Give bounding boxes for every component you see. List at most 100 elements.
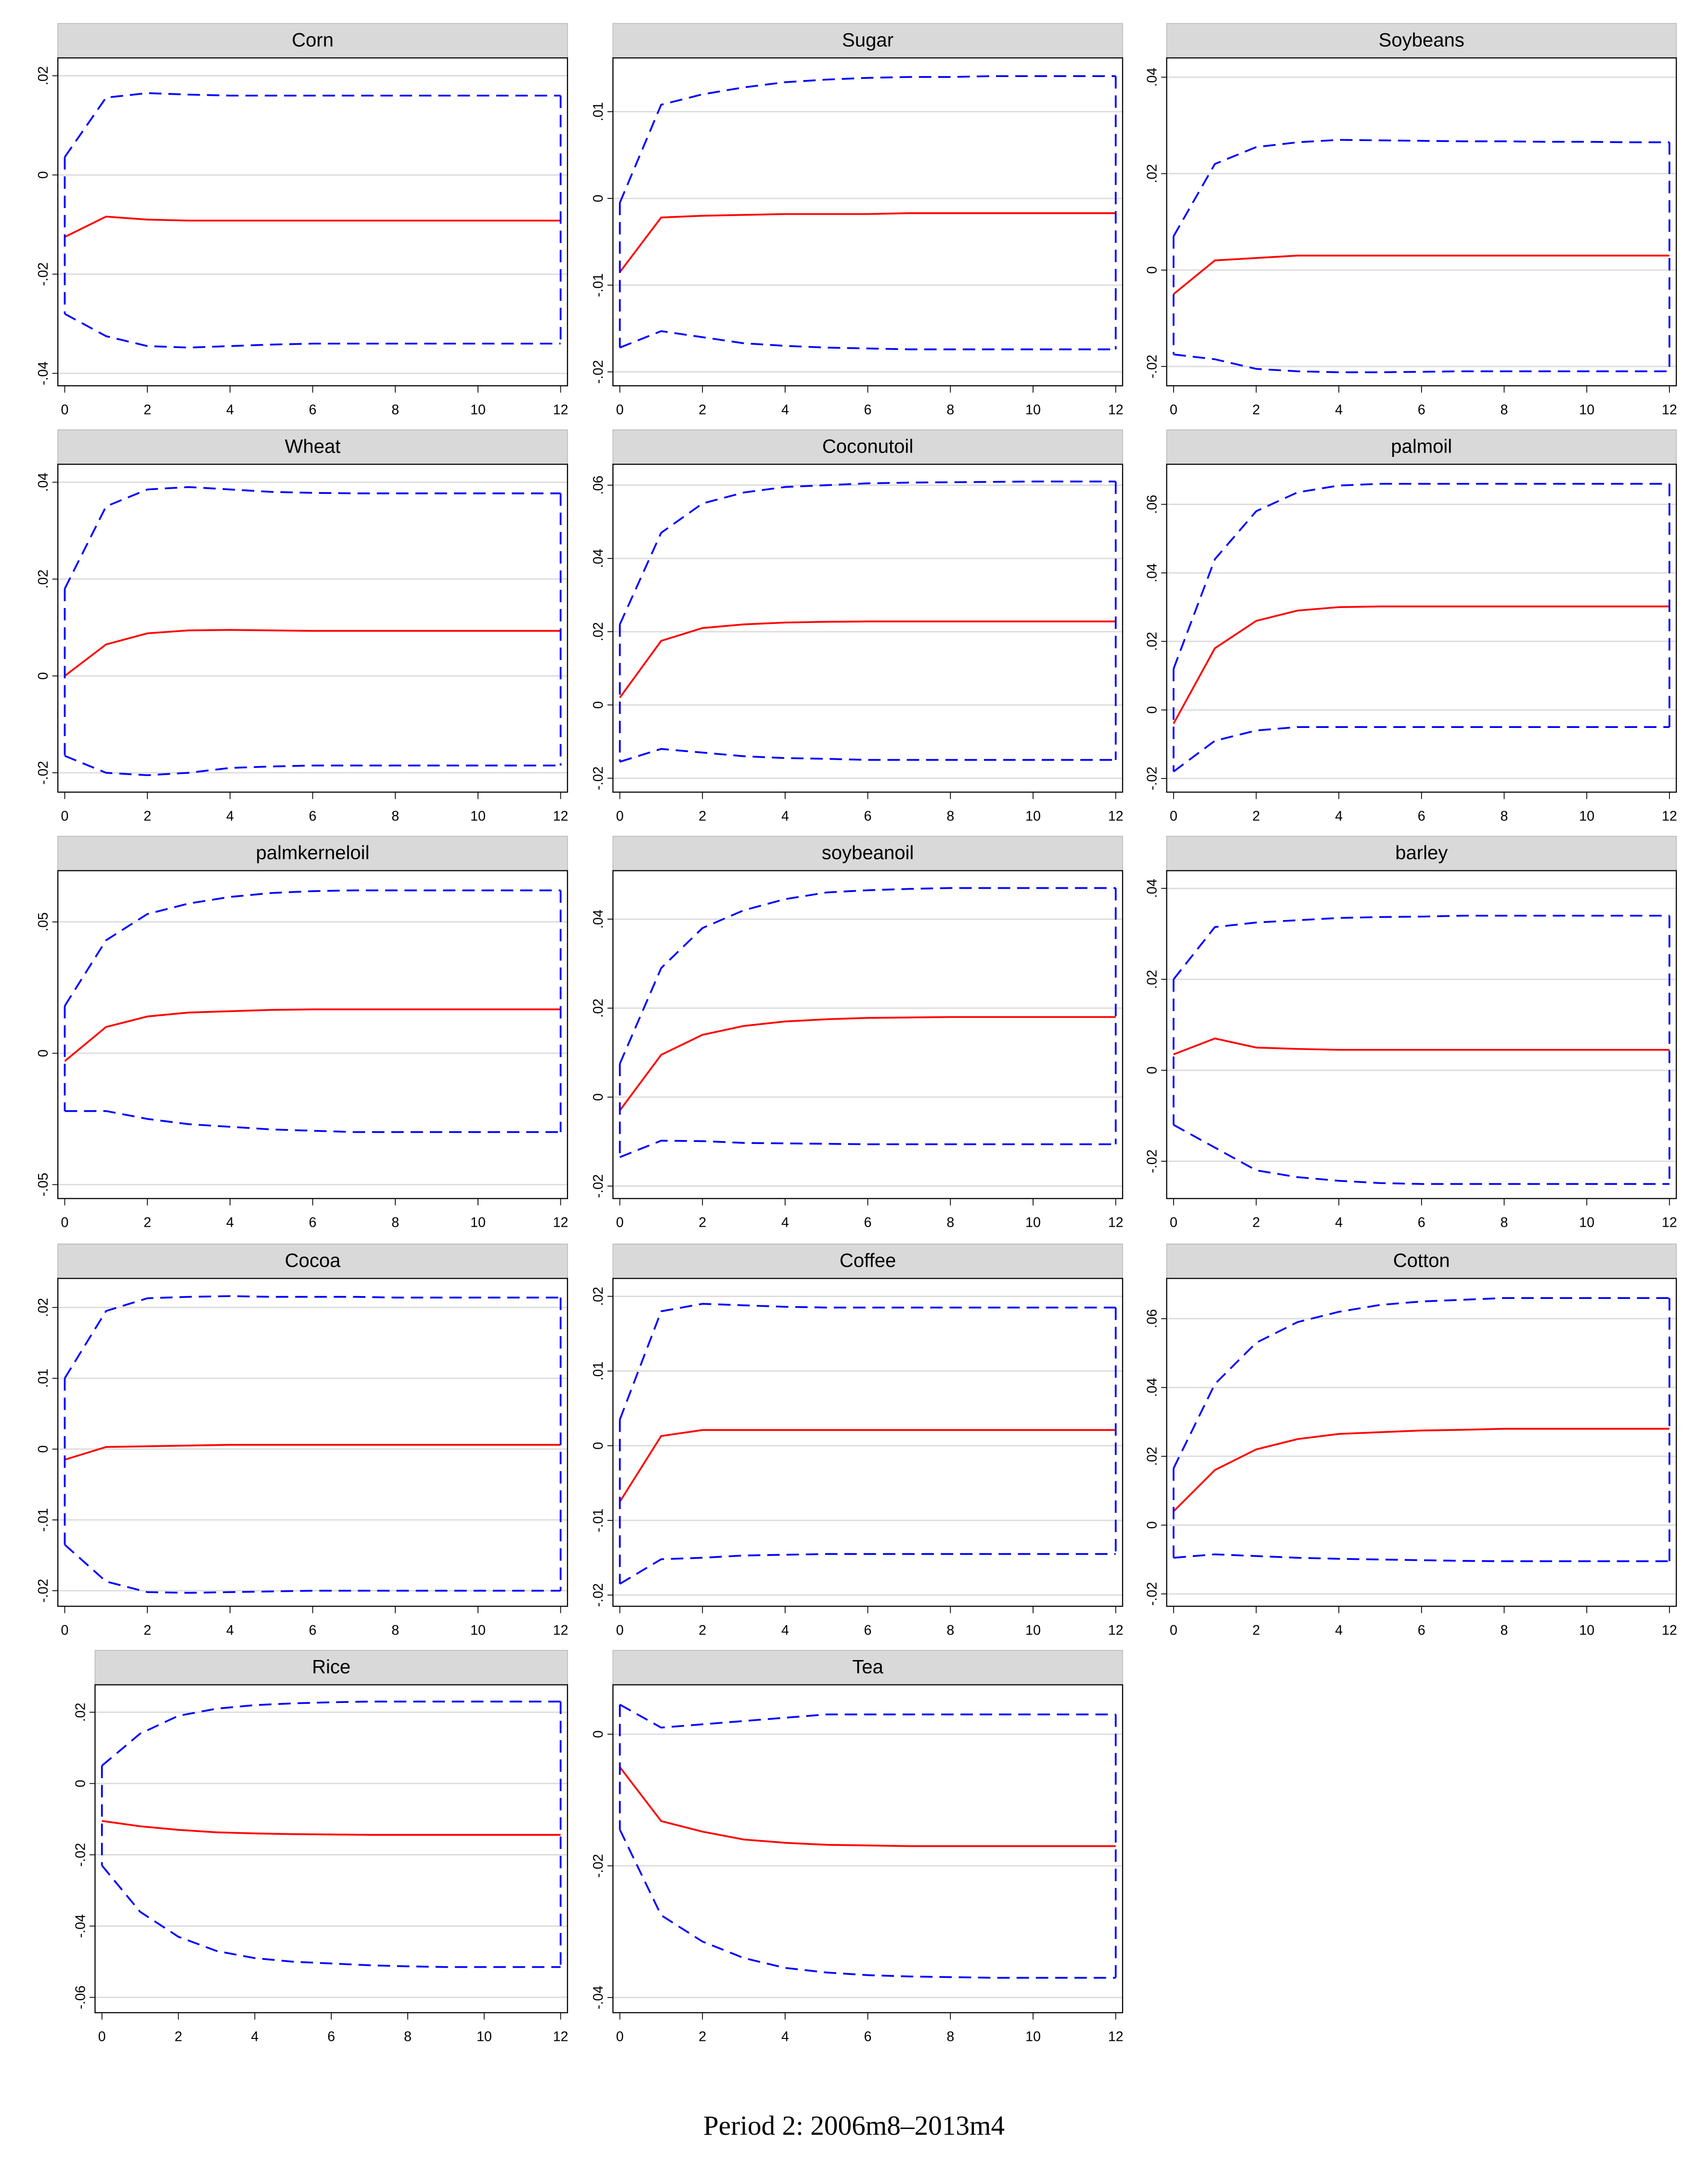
x-tick-label: 6 [1418,808,1425,824]
plot-frame [94,1684,568,2013]
x-tick-label: 4 [1335,402,1343,417]
y-tick-label: -.02 [73,1843,88,1867]
plot-frame [612,1684,1124,2013]
panel-title: Soybeans [1379,30,1464,51]
series-line [1173,139,1669,237]
x-tick-label: 12 [1662,1215,1677,1230]
x-tick-label: 6 [1418,402,1425,417]
series-line [65,1110,561,1133]
y-tick-label: 0 [1144,266,1160,274]
x-tick-label: 8 [404,2029,412,2045]
x-tick-label: 12 [1108,808,1124,824]
x-tick-label: 2 [143,1215,151,1230]
x-tick-label: 4 [251,2029,259,2045]
x-tick-label: 12 [553,1215,569,1230]
x-tick-label: 10 [477,2029,492,2045]
panel-header [57,836,568,871]
caption: Period 2: 2006m8–2013m4 [703,2111,1005,2141]
y-tick-label: -.04 [36,362,51,385]
x-tick-label: 2 [699,2029,706,2045]
x-tick-label: 6 [1418,1215,1425,1230]
x-tick-label: 2 [1253,402,1260,417]
x-tick-label: 8 [391,1622,399,1638]
x-tick-label: 0 [61,808,69,824]
series-line [619,1016,1116,1111]
x-tick-label: 12 [1108,402,1124,417]
x-tick-label: 6 [1418,1622,1425,1638]
x-tick-label: 12 [1662,402,1677,417]
panel-title: Coffee [840,1250,896,1272]
panel-header [612,1243,1123,1279]
y-tick-label: .02 [36,1298,51,1317]
x-tick-label: 8 [946,808,954,824]
x-tick-label: 6 [309,808,317,824]
y-tick-label: -.02 [591,766,606,790]
x-tick-label: 0 [616,1215,624,1230]
y-tick-label: -.01 [591,1508,606,1532]
series-line [619,212,1116,273]
panel-title: soybeanoil [822,843,914,864]
y-tick-label: -.02 [1144,1582,1160,1606]
y-tick-label: 0 [591,1442,606,1450]
x-tick-label: 8 [391,402,399,417]
x-tick-label: 4 [1335,1622,1343,1638]
x-tick-label: 0 [1170,808,1177,824]
x-tick-label: 8 [1501,1622,1508,1638]
series-line [101,1700,561,1766]
x-tick-label: 6 [309,1622,317,1638]
x-tick-label: 4 [226,1622,234,1638]
series-line [1173,353,1669,374]
y-tick-label: .04 [1144,879,1160,898]
series-line [1173,255,1669,295]
series-line [619,1140,1116,1158]
series-line [64,1544,561,1594]
series-line [619,330,1116,350]
x-tick-label: 2 [699,1215,706,1230]
x-tick-label: 8 [391,1215,399,1230]
x-tick-label: 2 [1253,1215,1260,1230]
panel-title: palmkerneloil [256,843,370,864]
y-tick-label: -.05 [36,1173,51,1196]
y-tick-label: .01 [36,1369,51,1388]
y-tick-label: -.01 [36,1508,51,1531]
y-tick-label: .04 [36,473,51,492]
plot-frame [612,1278,1124,1607]
panel-header [57,429,568,465]
y-tick-label: 0 [591,1093,606,1101]
plot-frame [57,870,568,1199]
y-tick-label: .02 [591,622,606,641]
x-tick-label: 2 [143,1622,151,1638]
x-tick-label: 10 [1025,808,1041,824]
x-tick-label: 2 [699,808,706,824]
x-tick-label: 4 [226,808,234,824]
y-tick-label: -.02 [1144,355,1160,378]
series-line [619,75,1116,203]
panel-title: Rice [312,1657,350,1678]
x-tick-label: 4 [1335,808,1343,824]
y-tick-label: 0 [36,1445,51,1453]
y-tick-label: -.06 [73,1985,88,2009]
x-tick-label: 8 [1501,1215,1508,1230]
y-tick-label: .02 [73,1703,88,1722]
x-tick-label: 0 [616,1622,624,1638]
x-tick-label: 4 [226,402,234,417]
y-tick-label: -.02 [1144,766,1160,790]
series-line [619,1429,1116,1503]
x-tick-label: 6 [864,1622,872,1638]
plot-frame [57,1278,568,1607]
panel-title: Cotton [1393,1250,1450,1272]
x-tick-label: 2 [1253,1622,1260,1638]
plot-frame [1166,1278,1677,1607]
y-tick-label: 0 [591,701,606,709]
x-tick-label: 0 [61,1215,69,1230]
y-tick-label: .02 [591,999,606,1018]
series-line [619,1829,1116,1979]
panel-title: barley [1395,843,1448,864]
y-tick-label: -.02 [36,761,51,784]
series-line [64,216,561,238]
x-tick-label: 12 [553,1622,569,1638]
y-tick-label: 0 [1144,1521,1160,1529]
y-tick-label: .02 [1144,970,1160,989]
x-tick-label: 10 [1025,1215,1041,1230]
